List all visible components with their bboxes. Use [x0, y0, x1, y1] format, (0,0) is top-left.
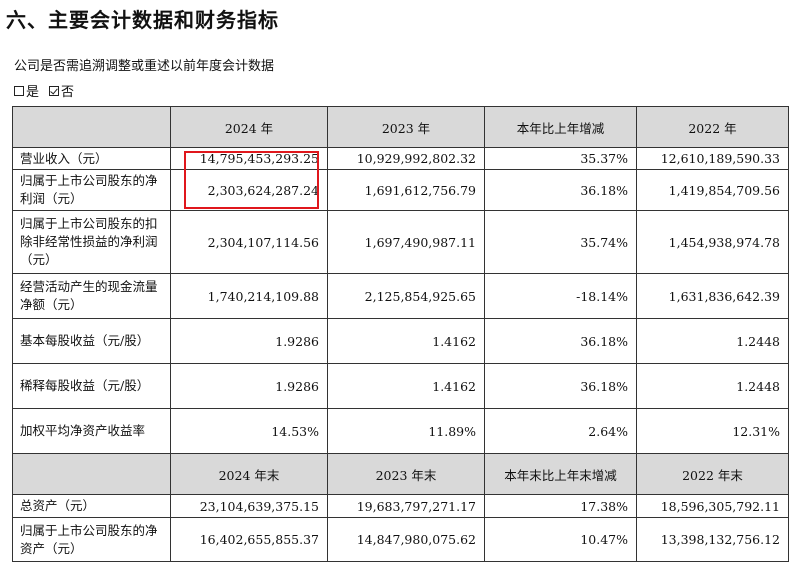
value-cell: 2,303,624,287.24 [170, 169, 328, 211]
checkbox-yes[interactable] [14, 85, 24, 96]
value-cell: 10.47% [484, 517, 637, 562]
value-cell: 14,795,453,293.25 [170, 147, 328, 170]
row-label: 归属于上市公司股东的扣除非经常性损益的净利润（元） [12, 210, 171, 274]
value-cell: 10,929,992,802.32 [327, 147, 485, 170]
value-cell: 36.18% [484, 318, 637, 364]
value-cell: 36.18% [484, 363, 637, 409]
table-row: 归属于上市公司股东的净资产（元） 16,402,655,855.37 14,84… [12, 517, 789, 562]
value-cell: 18,596,305,792.11 [636, 494, 789, 518]
option-no[interactable]: 否 [49, 81, 74, 100]
value-cell: 36.18% [484, 169, 637, 211]
row-label: 基本每股收益（元/股） [12, 318, 171, 364]
row-label: 总资产（元） [12, 494, 171, 518]
table-row: 总资产（元） 23,104,639,375.15 19,683,797,271.… [12, 494, 789, 518]
row-label: 加权平均净资产收益率 [12, 408, 171, 454]
option-yes-label: 是 [26, 85, 40, 100]
restatement-question: 公司是否需追溯调整或重述以前年度会计数据 [14, 59, 275, 74]
restatement-options: 是 否 [14, 81, 74, 100]
value-cell: 1,740,214,109.88 [170, 273, 328, 319]
header-cell: 2023 年 [327, 106, 485, 148]
header-cell: 本年末比上年末增减 [484, 453, 637, 495]
row-label: 稀释每股收益（元/股） [12, 363, 171, 409]
value-cell: 16,402,655,855.37 [170, 517, 328, 562]
value-cell: 12.31% [636, 408, 789, 454]
header-cell: 2023 年末 [327, 453, 485, 495]
value-cell: 2,304,107,114.56 [170, 210, 328, 274]
value-cell: 13,398,132,756.12 [636, 517, 789, 562]
value-cell: 12,610,189,590.33 [636, 147, 789, 170]
table-row: 归属于上市公司股东的净利润（元） 2,303,624,287.24 1,691,… [12, 169, 789, 211]
header-cell: 2022 年末 [636, 453, 789, 495]
value-cell: -18.14% [484, 273, 637, 319]
value-cell: 1,691,612,756.79 [327, 169, 485, 211]
value-cell: 1,631,836,642.39 [636, 273, 789, 319]
header-cell: 本年比上年增减 [484, 106, 637, 148]
table-row: 基本每股收益（元/股） 1.9286 1.4162 36.18% 1.2448 [12, 318, 789, 364]
value-cell: 35.37% [484, 147, 637, 170]
header-cell: 2022 年 [636, 106, 789, 148]
checkbox-no-checked[interactable] [49, 85, 60, 96]
section-heading: 六、主要会计数据和财务指标 [6, 8, 279, 32]
table-row: 加权平均净资产收益率 14.53% 11.89% 2.64% 12.31% [12, 408, 789, 454]
value-cell: 1.2448 [636, 363, 789, 409]
header-cell [12, 453, 171, 495]
table-row: 营业收入（元） 14,795,453,293.25 10,929,992,802… [12, 147, 789, 170]
value-cell: 17.38% [484, 494, 637, 518]
value-cell: 14,847,980,075.62 [327, 517, 485, 562]
header-cell [12, 106, 171, 148]
value-cell: 1.9286 [170, 363, 328, 409]
header-cell: 2024 年 [170, 106, 328, 148]
value-cell: 1.2448 [636, 318, 789, 364]
value-cell: 23,104,639,375.15 [170, 494, 328, 518]
row-label: 营业收入（元） [12, 147, 171, 170]
row-label: 归属于上市公司股东的净利润（元） [12, 169, 171, 211]
table-row: 归属于上市公司股东的扣除非经常性损益的净利润（元） 2,304,107,114.… [12, 210, 789, 274]
value-cell: 1,454,938,974.78 [636, 210, 789, 274]
financial-indicators-table: 2024 年 2023 年 本年比上年增减 2022 年 营业收入（元） 14,… [12, 106, 789, 562]
option-no-label: 否 [61, 85, 75, 100]
value-cell: 11.89% [327, 408, 485, 454]
option-yes[interactable]: 是 [14, 81, 39, 100]
table-row: 稀释每股收益（元/股） 1.9286 1.4162 36.18% 1.2448 [12, 363, 789, 409]
row-label: 经营活动产生的现金流量净额（元） [12, 273, 171, 319]
header-cell: 2024 年末 [170, 453, 328, 495]
value-cell: 1.9286 [170, 318, 328, 364]
table-header-row: 2024 年 2023 年 本年比上年增减 2022 年 [12, 106, 789, 148]
table-subheader-row: 2024 年末 2023 年末 本年末比上年末增减 2022 年末 [12, 453, 789, 495]
value-cell: 1,697,490,987.11 [327, 210, 485, 274]
value-cell: 2,125,854,925.65 [327, 273, 485, 319]
table-row: 经营活动产生的现金流量净额（元） 1,740,214,109.88 2,125,… [12, 273, 789, 319]
value-cell: 14.53% [170, 408, 328, 454]
value-cell: 1,419,854,709.56 [636, 169, 789, 211]
value-cell: 35.74% [484, 210, 637, 274]
value-cell: 1.4162 [327, 363, 485, 409]
row-label: 归属于上市公司股东的净资产（元） [12, 517, 171, 562]
value-cell: 1.4162 [327, 318, 485, 364]
value-cell: 19,683,797,271.17 [327, 494, 485, 518]
value-cell: 2.64% [484, 408, 637, 454]
